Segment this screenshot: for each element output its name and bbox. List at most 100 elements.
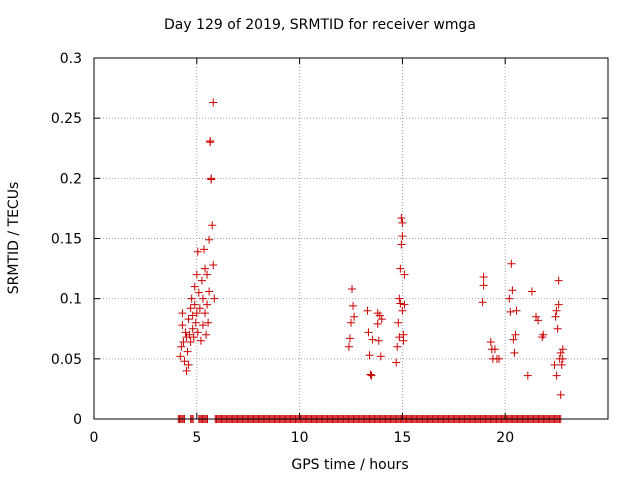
data-point [344, 342, 353, 351]
y-tick-label: 0.25 [51, 111, 82, 127]
data-point [551, 312, 560, 321]
data-point [183, 347, 192, 356]
data-point [373, 319, 382, 328]
data-point [201, 264, 210, 273]
x-tick-label: 0 [90, 430, 99, 446]
y-tick-label: 0.05 [51, 352, 82, 368]
x-tick-label: 15 [393, 430, 411, 446]
data-point [479, 273, 488, 282]
data-point [198, 294, 207, 303]
data-point [176, 352, 185, 361]
data-point [512, 306, 521, 315]
y-tick-label: 0.2 [60, 171, 82, 187]
data-point [347, 318, 355, 327]
data-point [532, 312, 541, 321]
y-tick-label: 0.3 [60, 51, 82, 67]
data-point [363, 306, 372, 315]
data-point [193, 328, 202, 337]
plot-frame [93, 57, 609, 420]
data-point [556, 348, 565, 357]
data-point [375, 311, 384, 320]
data-point [368, 335, 377, 344]
data-point [186, 337, 195, 346]
data-point [367, 371, 376, 380]
data-point [207, 175, 216, 184]
data-point [479, 281, 488, 290]
data-point [534, 316, 543, 325]
data-point [376, 352, 385, 361]
data-point [510, 348, 519, 357]
data-point [182, 366, 191, 375]
data-point [396, 264, 405, 273]
data-point [523, 371, 532, 380]
data-point [395, 294, 404, 303]
data-point [178, 309, 187, 318]
x-axis-label: GPS time / hours [291, 457, 409, 473]
data-point [192, 270, 201, 279]
data-point [203, 270, 212, 279]
data-point [202, 330, 211, 339]
data-point [196, 336, 205, 345]
data-point [349, 301, 358, 310]
data-point [199, 245, 208, 254]
data-point [550, 360, 559, 369]
data-point [509, 335, 518, 344]
data-series [176, 98, 567, 399]
data-point [397, 214, 406, 223]
data-point [209, 260, 218, 269]
data-point [180, 357, 189, 366]
data-point [192, 309, 201, 318]
data-point [490, 345, 499, 354]
data-point [198, 321, 207, 330]
data-point [478, 298, 487, 307]
data-point [508, 286, 517, 295]
data-point [177, 342, 186, 351]
data-point [527, 287, 536, 296]
data-point [209, 98, 218, 107]
data-point [554, 276, 563, 285]
data-point [191, 318, 200, 327]
data-point [188, 324, 197, 333]
data-point [364, 328, 373, 337]
x-tick-label: 10 [291, 430, 309, 446]
data-point [201, 309, 210, 318]
data-point [189, 333, 198, 342]
data-point [553, 324, 562, 333]
data-point [486, 337, 495, 346]
y-tick-label: 0.1 [60, 292, 82, 308]
data-point [185, 330, 194, 339]
data-point [400, 300, 409, 309]
data-point [197, 276, 206, 285]
data-point [511, 330, 520, 339]
data-point [345, 334, 354, 343]
data-point [552, 371, 561, 380]
data-point [539, 330, 548, 339]
data-point [186, 304, 195, 313]
data-point [365, 351, 374, 360]
data-point [557, 360, 566, 369]
data-point [397, 240, 406, 249]
data-point [184, 360, 193, 369]
data-point [554, 300, 563, 309]
data-point [187, 294, 196, 303]
data-point [377, 315, 386, 324]
data-point [507, 259, 516, 268]
data-point [392, 358, 401, 367]
x-tick-label: 5 [192, 430, 201, 446]
y-tick-label: 0 [73, 412, 82, 428]
data-point [506, 307, 515, 316]
data-point [188, 311, 197, 320]
data-point [398, 306, 407, 315]
data-point [205, 287, 214, 296]
data-point [195, 304, 204, 313]
data-point [194, 288, 203, 297]
data-point [348, 285, 357, 294]
data-point [558, 354, 567, 363]
data-point [204, 318, 213, 327]
data-point [366, 370, 375, 379]
data-point [395, 333, 404, 342]
x-tick-label: 20 [496, 430, 514, 446]
data-point [374, 336, 383, 345]
data-point [206, 138, 215, 147]
data-point [203, 300, 212, 309]
